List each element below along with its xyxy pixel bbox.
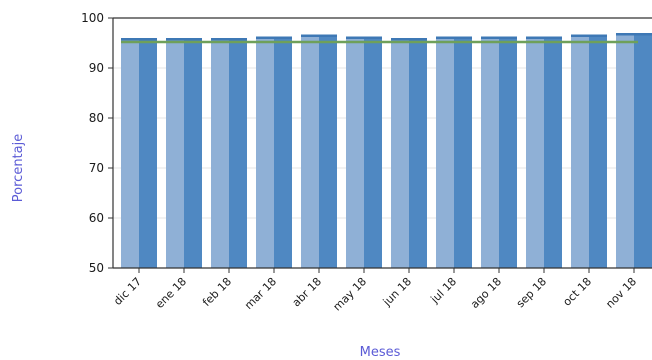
y-tick-label: 100	[81, 11, 104, 25]
bar-top-edge	[256, 36, 292, 39]
x-tick-label: jul 18	[428, 275, 460, 307]
bar-top-edge	[166, 38, 202, 41]
bar-top-edge	[211, 38, 247, 41]
bar-left-face	[481, 36, 499, 268]
bar-left-face	[301, 34, 319, 268]
x-tick-label: sep 18	[514, 275, 549, 310]
x-tick-label: dic 17	[111, 275, 144, 308]
bar-right-face	[364, 36, 382, 268]
x-tick-label: may 18	[331, 275, 370, 314]
bar-top-edge	[436, 36, 472, 39]
bar-left-face	[571, 34, 589, 268]
bar-top-edge	[526, 36, 562, 39]
x-tick-label: oct 18	[560, 275, 594, 309]
x-tick-label: ago 18	[468, 275, 504, 311]
bar-top-edge	[481, 36, 517, 39]
bar-right-face	[634, 33, 652, 268]
bar-left-face	[346, 36, 364, 268]
bar-left-face	[166, 38, 184, 268]
bar-right-face	[544, 36, 562, 268]
bar-top-edge	[121, 38, 157, 41]
bar-left-face	[121, 38, 139, 268]
bar-top-edge	[301, 34, 337, 37]
bar-top-edge	[391, 38, 427, 41]
axes	[108, 17, 652, 273]
bar-left-face	[391, 38, 409, 268]
bar-right-face	[589, 34, 607, 268]
bar-left-face	[211, 38, 229, 268]
x-tick-label: nov 18	[603, 275, 639, 311]
x-tick-label: jun 18	[380, 275, 414, 309]
bar-left-face	[526, 36, 544, 268]
x-tick-label: feb 18	[200, 275, 234, 309]
x-tick-label: abr 18	[290, 275, 324, 309]
y-tick-label: 60	[89, 211, 104, 225]
x-axis-title: Meses	[360, 345, 401, 360]
bar-right-face	[139, 38, 157, 268]
bar	[481, 36, 517, 268]
bar-right-face	[184, 38, 202, 268]
y-tick-label: 70	[89, 161, 104, 175]
bar-right-face	[229, 38, 247, 268]
y-tick-label: 90	[89, 61, 104, 75]
bar	[121, 38, 157, 268]
bar	[211, 38, 247, 268]
x-tick-label: mar 18	[242, 275, 279, 312]
bar	[166, 38, 202, 268]
bar	[436, 36, 472, 268]
y-axis-title: Porcentaje	[11, 134, 26, 202]
bar-top-edge	[616, 33, 652, 36]
bar-right-face	[409, 38, 427, 268]
bar-left-face	[256, 36, 274, 268]
x-tick-labels: dic 17 ene 18 feb 18 mar 18 abr 18 may 18 jun …	[111, 275, 639, 314]
bar-right-face	[319, 34, 337, 268]
bars	[121, 33, 652, 268]
bar	[391, 38, 427, 268]
bar	[616, 33, 652, 268]
y-tick-labels: 50 60 70 80 90 100	[81, 11, 104, 275]
bar	[301, 34, 337, 268]
y-tick-label: 80	[89, 111, 104, 125]
bar-top-edge	[571, 34, 607, 37]
bar-left-face	[616, 33, 634, 268]
bar	[526, 36, 562, 268]
x-tick-label: ene 18	[153, 275, 189, 311]
bar-right-face	[499, 36, 517, 268]
bar-left-face	[436, 36, 454, 268]
bar	[571, 34, 607, 268]
bar	[346, 36, 382, 268]
bar-top-edge	[346, 36, 382, 39]
bar	[256, 36, 292, 268]
y-tick-label: 50	[89, 261, 104, 275]
bar-right-face	[274, 36, 292, 268]
bar-right-face	[454, 36, 472, 268]
